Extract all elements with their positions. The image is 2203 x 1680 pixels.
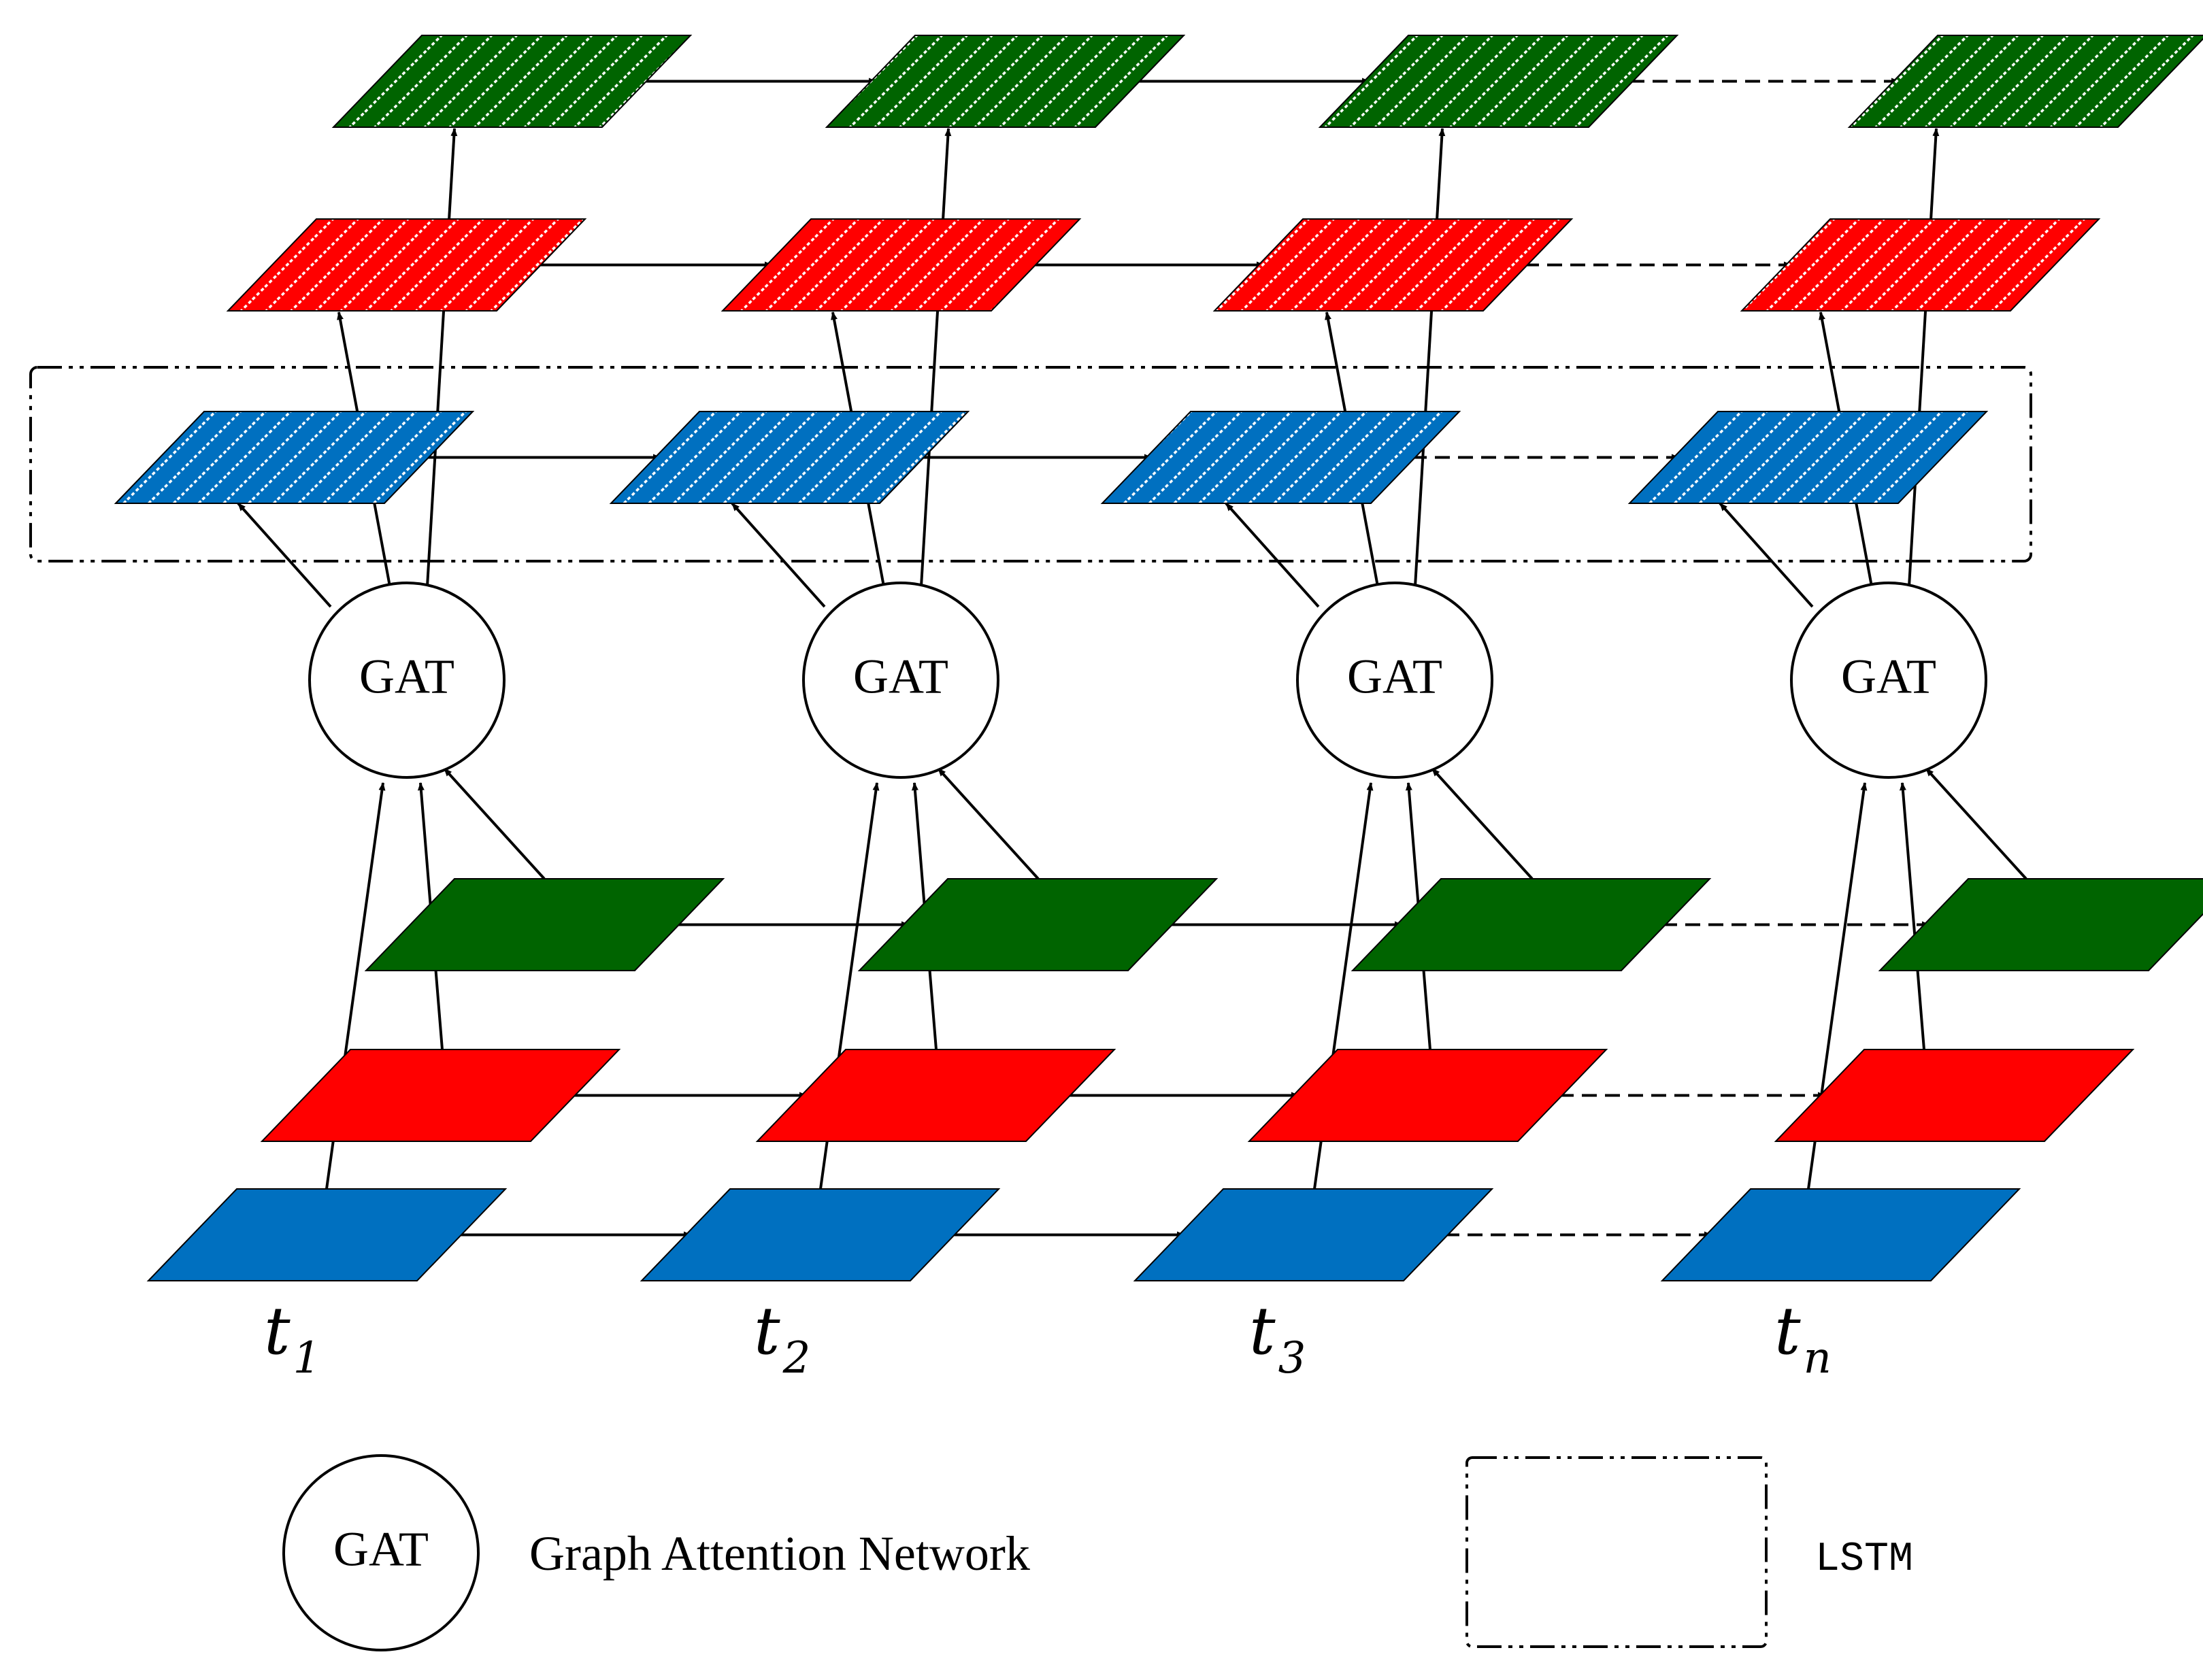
input-green-t2 <box>857 878 1219 971</box>
time-step-label-4: tn <box>1774 1293 1832 1383</box>
arrow-gat-to-green-t2 <box>920 128 952 587</box>
arrow-green-to-gat-t2 <box>937 767 1040 880</box>
arrow-gat-to-green-t4 <box>1908 128 1940 587</box>
hidden-green-t2 <box>825 35 1186 128</box>
hidden-blue-t1 <box>114 411 475 504</box>
hidden-blue-t3 <box>1100 411 1461 504</box>
arrow-green-to-gat-t3 <box>1431 767 1534 880</box>
legend-gat-circle <box>282 1454 480 1651</box>
time-label-layer: t1 t2 t3 tn <box>264 1293 1832 1383</box>
shape-layer <box>114 35 2203 1281</box>
hidden-blue-t4 <box>1627 411 1989 504</box>
legend: GAT Graph Attention Network LSTM <box>282 1454 1913 1651</box>
arrow-gat-to-green-t1 <box>426 128 458 587</box>
gat-node-label-t4: GAT <box>1841 650 1936 704</box>
legend-gat-symbol-label: GAT <box>333 1522 429 1577</box>
legend-lstm-description: LSTM <box>1815 1536 1913 1583</box>
arrow-green-to-gat-t4 <box>1925 767 2027 880</box>
hidden-red-t3 <box>1212 218 1574 312</box>
arrow-red-to-gat-t4 <box>1899 782 1925 1050</box>
hidden-red-t2 <box>720 218 1082 312</box>
input-blue-t1 <box>146 1188 508 1281</box>
hidden-green-t3 <box>1318 35 1679 128</box>
arrow-gat-to-green-t3 <box>1414 128 1446 587</box>
hidden-red-t1 <box>226 218 587 312</box>
arrow-gat-to-blue-t1 <box>237 502 332 608</box>
arrow-gat-to-blue-t4 <box>1719 502 1814 608</box>
gat-node-t4 <box>1790 582 1987 779</box>
time-step-label-2: t2 <box>754 1293 810 1383</box>
input-red-t4 <box>1774 1049 2135 1142</box>
hidden-green-t4 <box>1847 35 2203 128</box>
arrow-green-to-gat-t1 <box>443 767 546 880</box>
gat-node-label-t1: GAT <box>359 650 454 704</box>
time-step-subscript-3: 3 <box>1278 1333 1306 1383</box>
gat-node-t3 <box>1296 582 1493 779</box>
gat-node-label-t3: GAT <box>1347 650 1442 704</box>
arrow-gat-to-blue-t3 <box>1225 502 1320 608</box>
lstm-enclosure <box>29 366 2032 562</box>
input-green-t1 <box>364 878 725 971</box>
hidden-red-t4 <box>1740 218 2101 312</box>
gat-node-t2 <box>802 582 999 779</box>
hidden-blue-t2 <box>609 411 970 504</box>
time-step-subscript-4: n <box>1804 1333 1832 1383</box>
input-green-t4 <box>1878 878 2203 971</box>
input-blue-t2 <box>640 1188 1001 1281</box>
time-step-label-1: t1 <box>264 1293 320 1383</box>
hidden-green-t1 <box>331 35 693 128</box>
input-blue-t3 <box>1133 1188 1494 1281</box>
legend-lstm-box <box>1465 1456 1768 1648</box>
input-red-t1 <box>260 1049 621 1142</box>
legend-gat-description: Graph Attention Network <box>529 1526 1030 1581</box>
gat-node-label-t2: GAT <box>853 650 948 704</box>
time-step-subscript-1: 1 <box>293 1333 321 1383</box>
gat-node-t1 <box>308 582 506 779</box>
input-red-t2 <box>755 1049 1116 1142</box>
input-green-t3 <box>1351 878 1712 971</box>
arrow-gat-to-blue-t2 <box>731 502 826 608</box>
gat-node-layer: GAT GAT GAT GAT <box>308 582 1987 779</box>
input-blue-t4 <box>1660 1188 2021 1281</box>
input-red-t3 <box>1247 1049 1608 1142</box>
time-step-label-3: t3 <box>1249 1293 1306 1383</box>
time-step-subscript-2: 2 <box>782 1333 811 1383</box>
